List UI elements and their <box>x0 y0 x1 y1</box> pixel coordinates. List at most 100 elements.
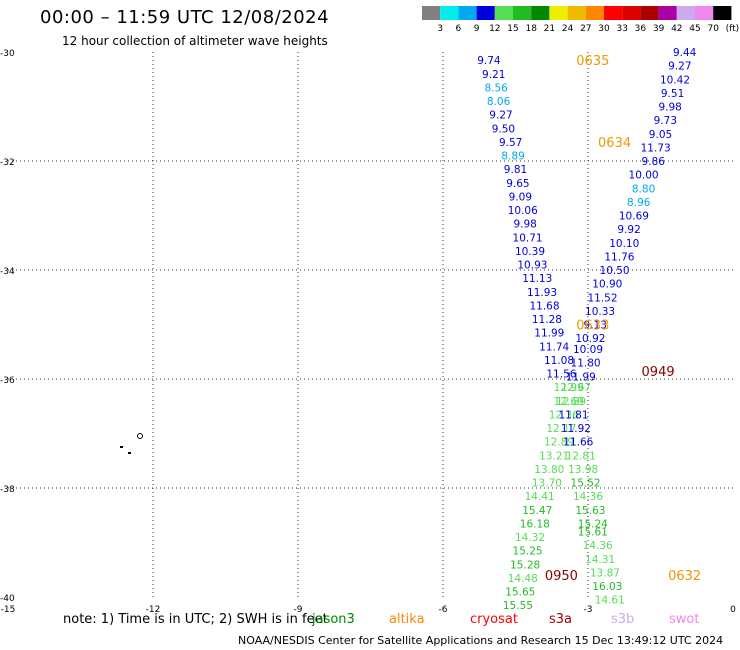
legend-swatch <box>494 6 513 20</box>
pass-time-label: 0634 <box>598 136 631 151</box>
wave-height-point: 15.63 <box>575 505 605 517</box>
wave-height-point: 15.55 <box>503 600 533 612</box>
chart-subtitle: 12 hour collection of altimeter wave hei… <box>62 34 328 48</box>
x-tick-label: -6 <box>439 605 448 615</box>
legend-swatch <box>622 6 641 20</box>
legend-swatch <box>422 6 441 20</box>
wave-height-point: 11.92 <box>561 423 591 435</box>
legend-label: 24 <box>562 24 574 34</box>
legend-swatch <box>713 6 732 20</box>
wave-height-point: 10.93 <box>517 260 547 272</box>
wave-height-point: 8.56 <box>484 82 508 94</box>
wave-height-point: 11.28 <box>532 314 562 326</box>
legend-label: 15 <box>507 24 518 34</box>
x-tick-label: -15 <box>1 605 16 615</box>
wave-height-point: 14.36 <box>573 491 603 503</box>
wave-height-point: 9.21 <box>482 69 505 81</box>
legend-label: 39 <box>653 24 665 34</box>
wave-height-point: 14.41 <box>525 491 555 503</box>
wave-height-point: 9.51 <box>661 88 684 100</box>
wave-height-point: 9.50 <box>492 123 515 135</box>
wave-height-point: 11.76 <box>604 251 634 263</box>
wave-height-point: 11.81 <box>558 409 588 421</box>
wave-height-point: 15.65 <box>505 587 535 599</box>
wave-height-point: 11.73 <box>641 142 671 154</box>
satellite-legend-s3b: s3b <box>611 612 635 627</box>
legend-label: 30 <box>598 24 610 34</box>
legend-swatch <box>513 6 532 20</box>
y-tick-label: -32 <box>0 158 15 168</box>
wave-height-point: 9.98 <box>513 219 536 231</box>
x-tick-label: -9 <box>294 605 303 615</box>
legend-label: 36 <box>635 24 647 34</box>
legend-swatch <box>658 6 677 20</box>
legend-label: 3 <box>437 24 443 34</box>
pass-time-label: 0633 <box>576 319 609 334</box>
wave-height-point: 16.18 <box>520 518 550 530</box>
wave-height-point: 10.39 <box>515 246 545 258</box>
wave-height-point: 13.87 <box>590 567 620 579</box>
legend-swatch <box>604 6 623 20</box>
x-tick-label: -3 <box>584 605 593 615</box>
legend-label: 9 <box>474 24 480 34</box>
wave-height-point: 9.98 <box>658 102 681 114</box>
wave-height-point: 11.52 <box>587 292 617 304</box>
wave-height-point: 10.00 <box>629 170 659 182</box>
wave-height-point: 11.68 <box>529 300 559 312</box>
chart-title: 00:00 – 11:59 UTC 12/08/2024 <box>40 7 330 28</box>
legend-label: 12 <box>489 24 500 34</box>
wave-height-point: 9.86 <box>642 156 666 168</box>
wave-height-point: 10.33 <box>585 306 615 318</box>
pass-time-label: 0632 <box>668 569 701 584</box>
wave-height-point: 13.98 <box>568 464 598 476</box>
wave-height-point: 13.80 <box>534 464 564 476</box>
wave-height-point: 12.81 <box>566 450 596 462</box>
wave-height-point: 9.27 <box>489 110 512 122</box>
legend-swatch <box>567 6 586 20</box>
wave-height-point: 10.42 <box>660 74 690 86</box>
wave-height-point: 9.57 <box>499 137 522 149</box>
island-marker <box>137 433 143 439</box>
legend-label: 6 <box>456 24 462 34</box>
wave-height-point: 10.92 <box>575 333 605 345</box>
wave-height-point: 11.66 <box>563 437 593 449</box>
legend-label: 21 <box>544 24 555 34</box>
pass-time-label: 0949 <box>642 365 675 380</box>
wave-height-point: 10.10 <box>609 238 639 250</box>
wave-height-point: 10.50 <box>600 265 630 277</box>
wave-height-point: 12.89 <box>556 396 586 408</box>
wave-height-point: 15.47 <box>522 505 552 517</box>
legend-swatch <box>640 6 659 20</box>
satellite-legend-altika: altika <box>389 612 425 627</box>
wave-height-point: 9.65 <box>506 178 529 190</box>
wave-height-point: 11.08 <box>544 355 574 367</box>
legend-swatch <box>458 6 477 20</box>
y-tick-label: -34 <box>0 267 15 277</box>
satellite-legend-s3a: s3a <box>549 612 573 627</box>
y-tick-label: -38 <box>0 485 15 495</box>
wave-height-point: 12.17 <box>546 423 576 435</box>
wave-height-point: 9.27 <box>668 61 691 73</box>
wave-height-point: 11.74 <box>539 341 569 353</box>
wave-height-point: 13.70 <box>532 478 562 490</box>
wave-height-point: 15.28 <box>510 559 540 571</box>
y-tick-label: -40 <box>0 594 15 604</box>
wave-height-point: 14.31 <box>585 554 615 566</box>
legend-unit: (ft) <box>726 24 740 34</box>
pass-time-label: 0635 <box>576 54 609 69</box>
wave-height-point: 11.56 <box>546 369 576 381</box>
legend-swatch <box>440 6 459 20</box>
wave-height-point: 14.61 <box>595 595 625 607</box>
y-tick-label: -30 <box>0 49 15 59</box>
wave-height-point: 10.71 <box>513 232 543 244</box>
wave-height-point: 15.24 <box>578 518 608 530</box>
wave-height-point: 10.06 <box>508 205 538 217</box>
satellite-legend-cryosat: cryosat <box>470 612 518 627</box>
wave-height-point: 11.80 <box>571 358 601 370</box>
wave-height-point: 14.36 <box>583 540 613 552</box>
wave-height-point: 13.21 <box>539 450 569 462</box>
legend-label: 27 <box>580 24 591 34</box>
legend-label: 45 <box>689 24 700 34</box>
wave-height-point: 9.09 <box>509 191 532 203</box>
footer-note: note: 1) Time is in UTC; 2) SWH is in fe… <box>63 612 328 627</box>
